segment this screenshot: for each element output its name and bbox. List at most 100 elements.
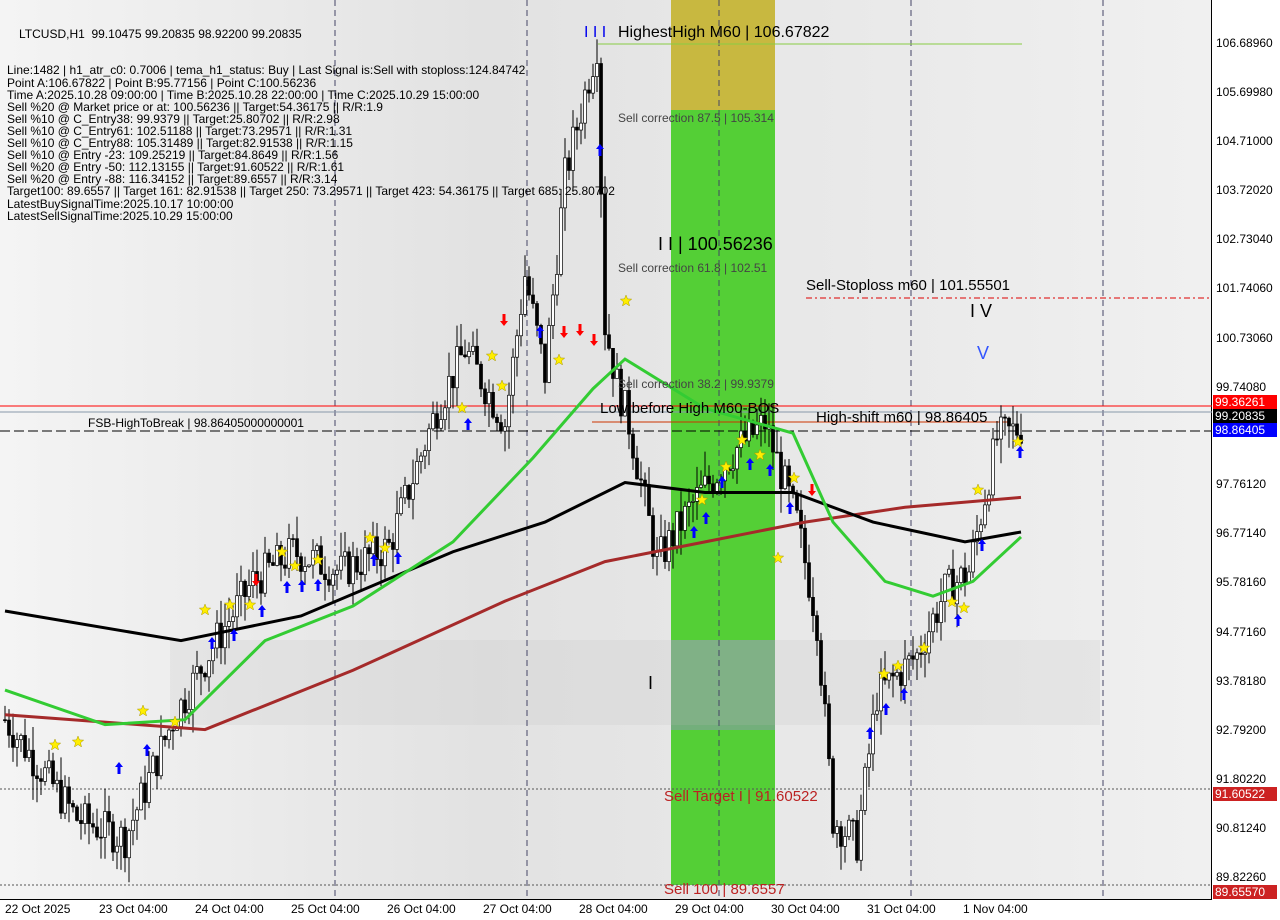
candle-body: [511, 356, 515, 396]
star-icon: [945, 595, 959, 608]
candle-body: [691, 501, 695, 503]
candle-body: [459, 346, 463, 356]
candle-body: [7, 719, 11, 736]
x-tick-label: 30 Oct 04:00: [771, 902, 840, 916]
candle-body: [431, 413, 435, 430]
candle-body: [599, 63, 603, 195]
buy-arrow-icon: [866, 727, 874, 739]
candle-body: [491, 392, 495, 418]
star-icon: [455, 401, 469, 414]
candle-body: [623, 390, 627, 417]
candle-body: [1007, 417, 1011, 427]
candle-body: [387, 538, 391, 543]
candle-body: [471, 345, 475, 352]
candle-body: [463, 354, 467, 358]
candle-body: [195, 666, 199, 674]
sell-correction-618-label: Sell correction 61.8 | 102.51: [618, 261, 768, 275]
candle-body: [1011, 423, 1015, 427]
candle-body: [135, 809, 139, 821]
candle-body: [355, 556, 359, 573]
candle-body: [467, 351, 471, 358]
buy-arrow-icon: [464, 418, 472, 430]
candle-body: [819, 640, 823, 686]
candle-body: [111, 821, 115, 853]
candle-body: [263, 552, 267, 594]
candle-body: [215, 622, 219, 649]
star-icon: [735, 433, 749, 446]
candle-body: [27, 749, 31, 758]
symbol-line: LTCUSD,H1 99.10475 99.20835 98.92200 99.…: [19, 27, 302, 42]
candle-body: [423, 450, 427, 457]
candle-body: [687, 501, 691, 507]
sell-zone: [671, 0, 775, 885]
y-tick-label: 91.80220: [1216, 771, 1267, 786]
info-line: Time A:2025.10.28 09:00:00 | Time B:2025…: [7, 87, 480, 102]
candle-body: [1015, 423, 1019, 436]
candle-body: [955, 582, 959, 605]
candle-body: [247, 585, 251, 597]
candle-body: [31, 749, 35, 777]
candle-body: [583, 89, 587, 124]
candle-body: [331, 573, 335, 586]
candle-body: [911, 655, 915, 660]
candle-body: [271, 562, 275, 566]
buy-arrow-icon: [394, 552, 402, 564]
star-icon: [1011, 435, 1025, 448]
candle-body: [391, 542, 395, 550]
candle-body: [499, 422, 503, 432]
candle-body: [559, 207, 563, 275]
candle-body: [855, 820, 859, 861]
candle-body: [639, 478, 643, 481]
y-tick-label: 93.78180: [1216, 674, 1267, 689]
candle-body: [847, 819, 851, 837]
candle-body: [607, 334, 611, 349]
candle-body: [579, 122, 583, 131]
candle-body: [651, 515, 655, 557]
candle-body: [675, 511, 679, 547]
candle-body: [307, 564, 311, 567]
candle-body: [223, 626, 227, 649]
y-tick-label: 94.77160: [1216, 625, 1267, 640]
candle-body: [379, 559, 383, 567]
y-tick-label: 105.69980: [1216, 85, 1273, 100]
candle-body: [163, 735, 167, 741]
candle-body: [63, 786, 67, 814]
candle-body: [859, 810, 863, 861]
candle-body: [695, 487, 699, 502]
candle-body: [267, 552, 271, 563]
y-tick-label: 90.81240: [1216, 820, 1267, 835]
candle-body: [427, 428, 431, 451]
candle-body: [487, 392, 491, 405]
candle-body: [835, 826, 839, 834]
candle-body: [807, 562, 811, 598]
candle-body: [147, 772, 151, 803]
x-tick-label: 27 Oct 04:00: [483, 902, 552, 916]
candle-body: [839, 826, 843, 847]
candle-body: [207, 660, 211, 678]
candle-body: [959, 567, 963, 583]
candle-body: [779, 451, 783, 490]
star-icon: [311, 553, 325, 566]
candle-body: [771, 425, 775, 453]
buy-arrow-icon: [882, 703, 890, 715]
info-line: Sell %20 @ Market price or at: 100.56236…: [7, 99, 383, 114]
candle-body: [803, 527, 807, 564]
star-icon: [957, 601, 971, 614]
candle-body: [295, 538, 299, 558]
candle-body: [735, 447, 739, 470]
x-tick-label: 24 Oct 04:00: [195, 902, 264, 916]
candle-body: [683, 506, 687, 531]
high-shift-label: High-shift m60 | 98.86405: [816, 409, 988, 426]
candle-body: [151, 755, 155, 773]
star-icon: [198, 603, 212, 616]
candle-body: [123, 826, 127, 859]
candle-body: [211, 647, 215, 662]
sell-arrow-icon: [560, 326, 568, 338]
candle-body: [75, 806, 79, 821]
x-tick-label: 25 Oct 04:00: [291, 902, 360, 916]
candle-body: [611, 347, 615, 379]
plot-area[interactable]: [0, 0, 1212, 900]
x-tick-label: 1 Nov 04:00: [963, 902, 1028, 916]
